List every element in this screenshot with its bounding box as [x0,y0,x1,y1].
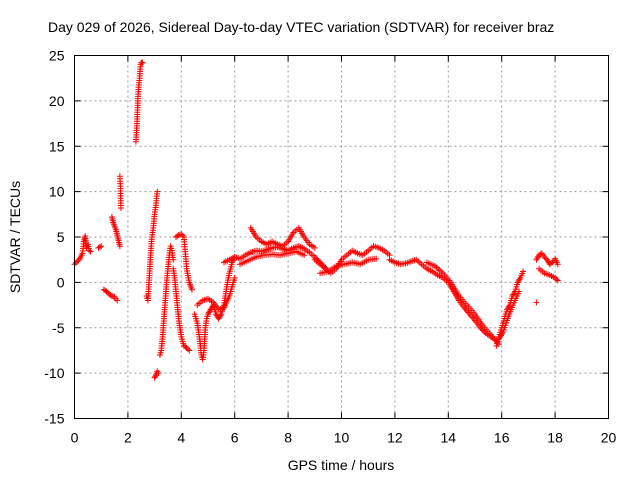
series-segment [533,299,540,306]
series-segment [151,368,162,381]
series-segment [71,233,94,268]
data-point [103,288,110,295]
axis-ticks: 0 2 4 6 8 10 12 14 16 18 20 -15 -10 -5 0 5 10 15 20 25 [44,48,616,446]
data-point [178,231,185,238]
data-point [74,258,81,265]
y-tick-label: -15 [44,411,64,427]
series-segment [423,259,503,348]
data-point [541,253,548,260]
series-segment [194,274,238,313]
chart-title: Day 029 of 2026, Sidereal Day-to-day VTE… [48,19,554,35]
y-tick-label: -10 [44,365,64,381]
x-tick-label: 0 [71,430,79,446]
x-tick-label: 4 [177,430,185,446]
data-point [96,243,103,250]
y-tick-label: 0 [57,274,65,290]
y-tick-label: -5 [52,320,65,336]
data-point [301,252,308,259]
y-tick-label: 5 [57,229,65,245]
series-segment [108,214,123,250]
data-point [548,260,555,267]
data-point [117,204,124,211]
series-segment [191,253,238,363]
data-point [554,261,561,268]
series-segment [386,256,500,344]
data-point [98,243,105,250]
data-point [553,276,560,283]
series-segment [100,286,121,304]
y-tick-label: 15 [49,138,65,154]
y-tick-label: 25 [49,48,65,64]
data-point [516,288,523,295]
data-point [186,347,193,354]
data-point [520,268,527,275]
data-point [116,243,123,250]
series-segment [170,265,193,354]
data-point [155,370,162,377]
series-segment [95,243,105,251]
series-segment [533,250,561,268]
x-tick-label: 8 [284,430,292,446]
plot-frame [74,55,609,419]
data-point [107,292,114,299]
series-segment [536,265,561,284]
series-segment [132,59,146,145]
data-point [469,314,476,321]
data-point [183,344,190,351]
data-point [152,373,159,380]
data-point [114,297,121,304]
data-point [75,257,82,264]
data-point [554,277,561,284]
x-tick-label: 2 [124,430,132,446]
x-axis-label: GPS time / hours [288,457,395,473]
series-segment [156,243,177,358]
x-tick-label: 6 [231,430,239,446]
data-point [87,248,94,255]
x-tick-label: 12 [387,430,403,446]
data-point [139,59,146,66]
series-segment [317,255,380,277]
x-tick-label: 18 [547,430,563,446]
x-tick-label: 10 [334,430,350,446]
series-segment [172,231,195,293]
data-point [188,286,195,293]
x-tick-label: 16 [494,430,510,446]
data-point [184,346,191,353]
data-point [72,259,79,266]
series-segment [116,173,124,211]
data-point [470,315,477,322]
data-point [537,251,544,258]
x-tick-label: 20 [601,430,617,446]
data-point [552,274,559,281]
data-point [179,232,186,239]
series-segment [143,188,161,304]
data-point [231,274,238,281]
y-tick-label: 10 [49,184,65,200]
y-tick-label: 20 [49,93,65,109]
data-point [533,299,540,306]
data-point [373,255,380,262]
data-point [170,256,177,263]
data-point [86,247,93,254]
data-point [311,244,318,251]
data-points [71,59,561,381]
data-point [154,188,161,195]
x-tick-label: 14 [441,430,457,446]
data-point [151,374,158,381]
data-point [174,233,181,240]
series-segment [496,288,523,342]
series-segment [311,243,393,277]
y-axis-label: SDTVAR / TECUs [7,181,23,293]
series-segment [247,224,318,251]
series-segment [221,243,329,271]
series-segment [237,248,308,268]
